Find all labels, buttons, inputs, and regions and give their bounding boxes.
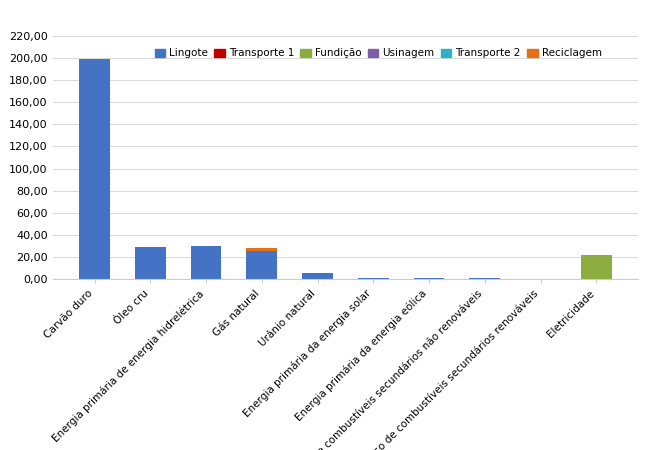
Bar	[470, 278, 500, 279]
Legend: Lingote, Transporte 1, Fundição, Usinagem, Transporte 2, Reciclagem: Lingote, Transporte 1, Fundição, Usinage…	[153, 46, 604, 60]
Bar	[302, 274, 333, 279]
Bar	[191, 246, 221, 279]
Bar	[247, 248, 277, 252]
Bar	[79, 59, 110, 279]
Bar	[135, 247, 166, 279]
Bar	[581, 255, 612, 279]
Bar	[247, 252, 277, 279]
